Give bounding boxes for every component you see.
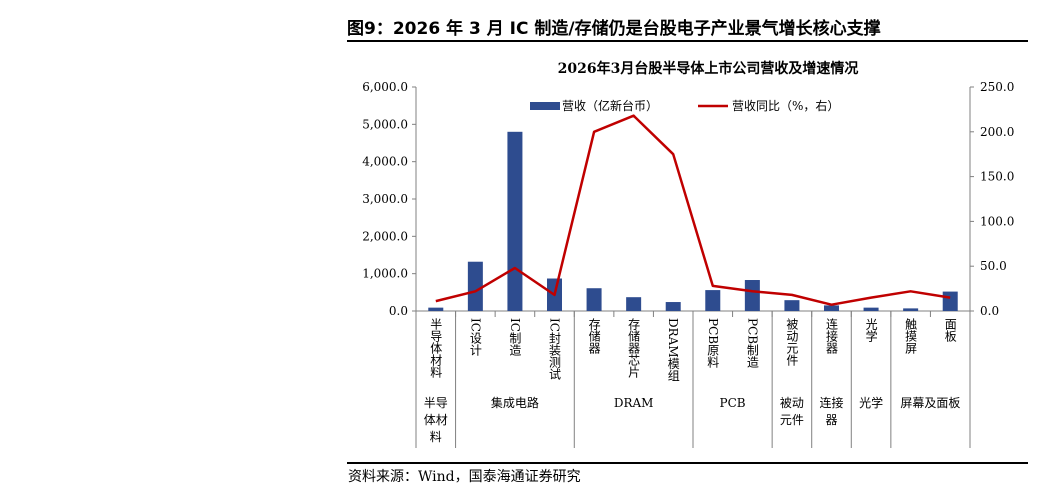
group-label-PCB: PCB bbox=[720, 396, 746, 410]
bar-存储器 bbox=[586, 288, 602, 311]
y-left-tick-label: 0.0 bbox=[389, 304, 408, 318]
category-label-存储器芯片: 存储器芯片 bbox=[627, 318, 641, 378]
group-label-屏幕及面板: 屏幕及面板 bbox=[900, 396, 960, 410]
y-right-tick-label: 0.0 bbox=[980, 304, 999, 318]
group-label-半导体材料: 体材 bbox=[424, 413, 448, 427]
bar-存储器芯片 bbox=[626, 297, 642, 311]
bar-半导体材料 bbox=[428, 307, 444, 311]
legend-line-label: 营收同比（%，右） bbox=[732, 98, 839, 113]
y-right-tick-label: 50.0 bbox=[980, 259, 1007, 273]
group-label-半导体材料: 料 bbox=[430, 430, 442, 444]
source-note: 资料来源：Wind，国泰海通证券研究 bbox=[348, 469, 581, 485]
y-left-tick-label: 3,000.0 bbox=[362, 192, 408, 206]
category-label-被动元件: 被动元件 bbox=[785, 318, 799, 366]
title-rule bbox=[347, 40, 1028, 42]
bar-面板 bbox=[942, 291, 958, 311]
bar-PCB制造 bbox=[744, 280, 760, 311]
group-label-连接器: 连接 bbox=[819, 395, 843, 410]
y-left-tick-label: 5,000.0 bbox=[362, 117, 408, 131]
growth-line bbox=[435, 114, 951, 306]
category-label-IC设计: IC设计 bbox=[468, 318, 482, 356]
category-label-触摸屏: 触摸屏 bbox=[904, 318, 918, 355]
legend-bar-swatch bbox=[530, 102, 560, 110]
category-label-PCB制造: PCB制造 bbox=[745, 318, 759, 368]
y-right-tick-label: 150.0 bbox=[980, 170, 1014, 184]
figure-title: 图9：2026 年 3 月 IC 制造/存储仍是台股电子产业景气增长核心支撑 bbox=[347, 19, 881, 39]
group-label-连接器: 器 bbox=[825, 413, 837, 427]
group-label-DRAM: DRAM bbox=[614, 396, 654, 410]
bar-IC设计 bbox=[467, 261, 483, 311]
category-label-连接器: 连接器 bbox=[825, 317, 839, 355]
group-label-光学: 光学 bbox=[859, 395, 883, 410]
group-label-被动元件: 被动 bbox=[780, 396, 804, 410]
y-right-tick-label: 250.0 bbox=[980, 80, 1014, 94]
group-label-被动元件: 元件 bbox=[780, 413, 804, 427]
category-label-PCB原料: PCB原料 bbox=[706, 318, 720, 368]
bar-PCB原料 bbox=[705, 290, 721, 311]
y-right-tick-label: 200.0 bbox=[980, 125, 1014, 139]
y-left-tick-label: 6,000.0 bbox=[362, 80, 408, 94]
group-label-集成电路: 集成电路 bbox=[491, 395, 539, 410]
legend-bar-label: 营收（亿新台币） bbox=[562, 98, 658, 113]
category-label-光学: 光学 bbox=[864, 318, 878, 342]
chart-title: 2026年3月台股半导体上市公司营收及增速情况 bbox=[558, 60, 859, 77]
source-rule bbox=[347, 462, 1028, 464]
bar-光学 bbox=[863, 307, 879, 311]
y-right-tick-label: 100.0 bbox=[980, 214, 1014, 228]
bar-DRAM模组 bbox=[665, 302, 681, 311]
category-label-存储器: 存储器 bbox=[587, 318, 601, 355]
y-left-tick-label: 2,000.0 bbox=[362, 229, 408, 243]
bar-连接器 bbox=[824, 305, 839, 311]
y-left-tick-label: 4,000.0 bbox=[362, 155, 408, 169]
category-label-IC制造: IC制造 bbox=[508, 318, 522, 356]
y-left-tick-label: 1,000.0 bbox=[362, 267, 408, 281]
bar-触摸屏 bbox=[903, 308, 919, 311]
category-label-半导体材料: 半导体材料 bbox=[429, 318, 443, 378]
category-label-DRAM模组: DRAM模组 bbox=[666, 318, 680, 382]
group-label-半导体材料: 半导 bbox=[424, 396, 448, 410]
category-label-IC封装测试: IC封装测试 bbox=[548, 318, 562, 380]
category-label-面板: 面板 bbox=[943, 318, 957, 343]
bar-IC制造 bbox=[507, 131, 523, 311]
bar-被动元件 bbox=[784, 300, 800, 311]
